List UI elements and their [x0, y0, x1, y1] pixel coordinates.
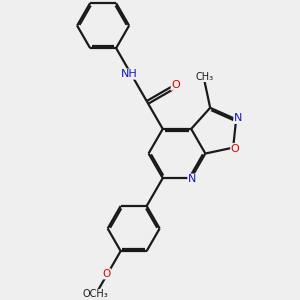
Text: N: N: [188, 174, 196, 184]
Text: OCH₃: OCH₃: [83, 290, 109, 299]
Text: O: O: [102, 269, 111, 279]
Text: CH₃: CH₃: [196, 71, 214, 82]
Text: O: O: [171, 80, 180, 90]
Text: O: O: [231, 144, 239, 154]
Text: N: N: [234, 113, 242, 123]
Text: NH: NH: [121, 69, 138, 79]
